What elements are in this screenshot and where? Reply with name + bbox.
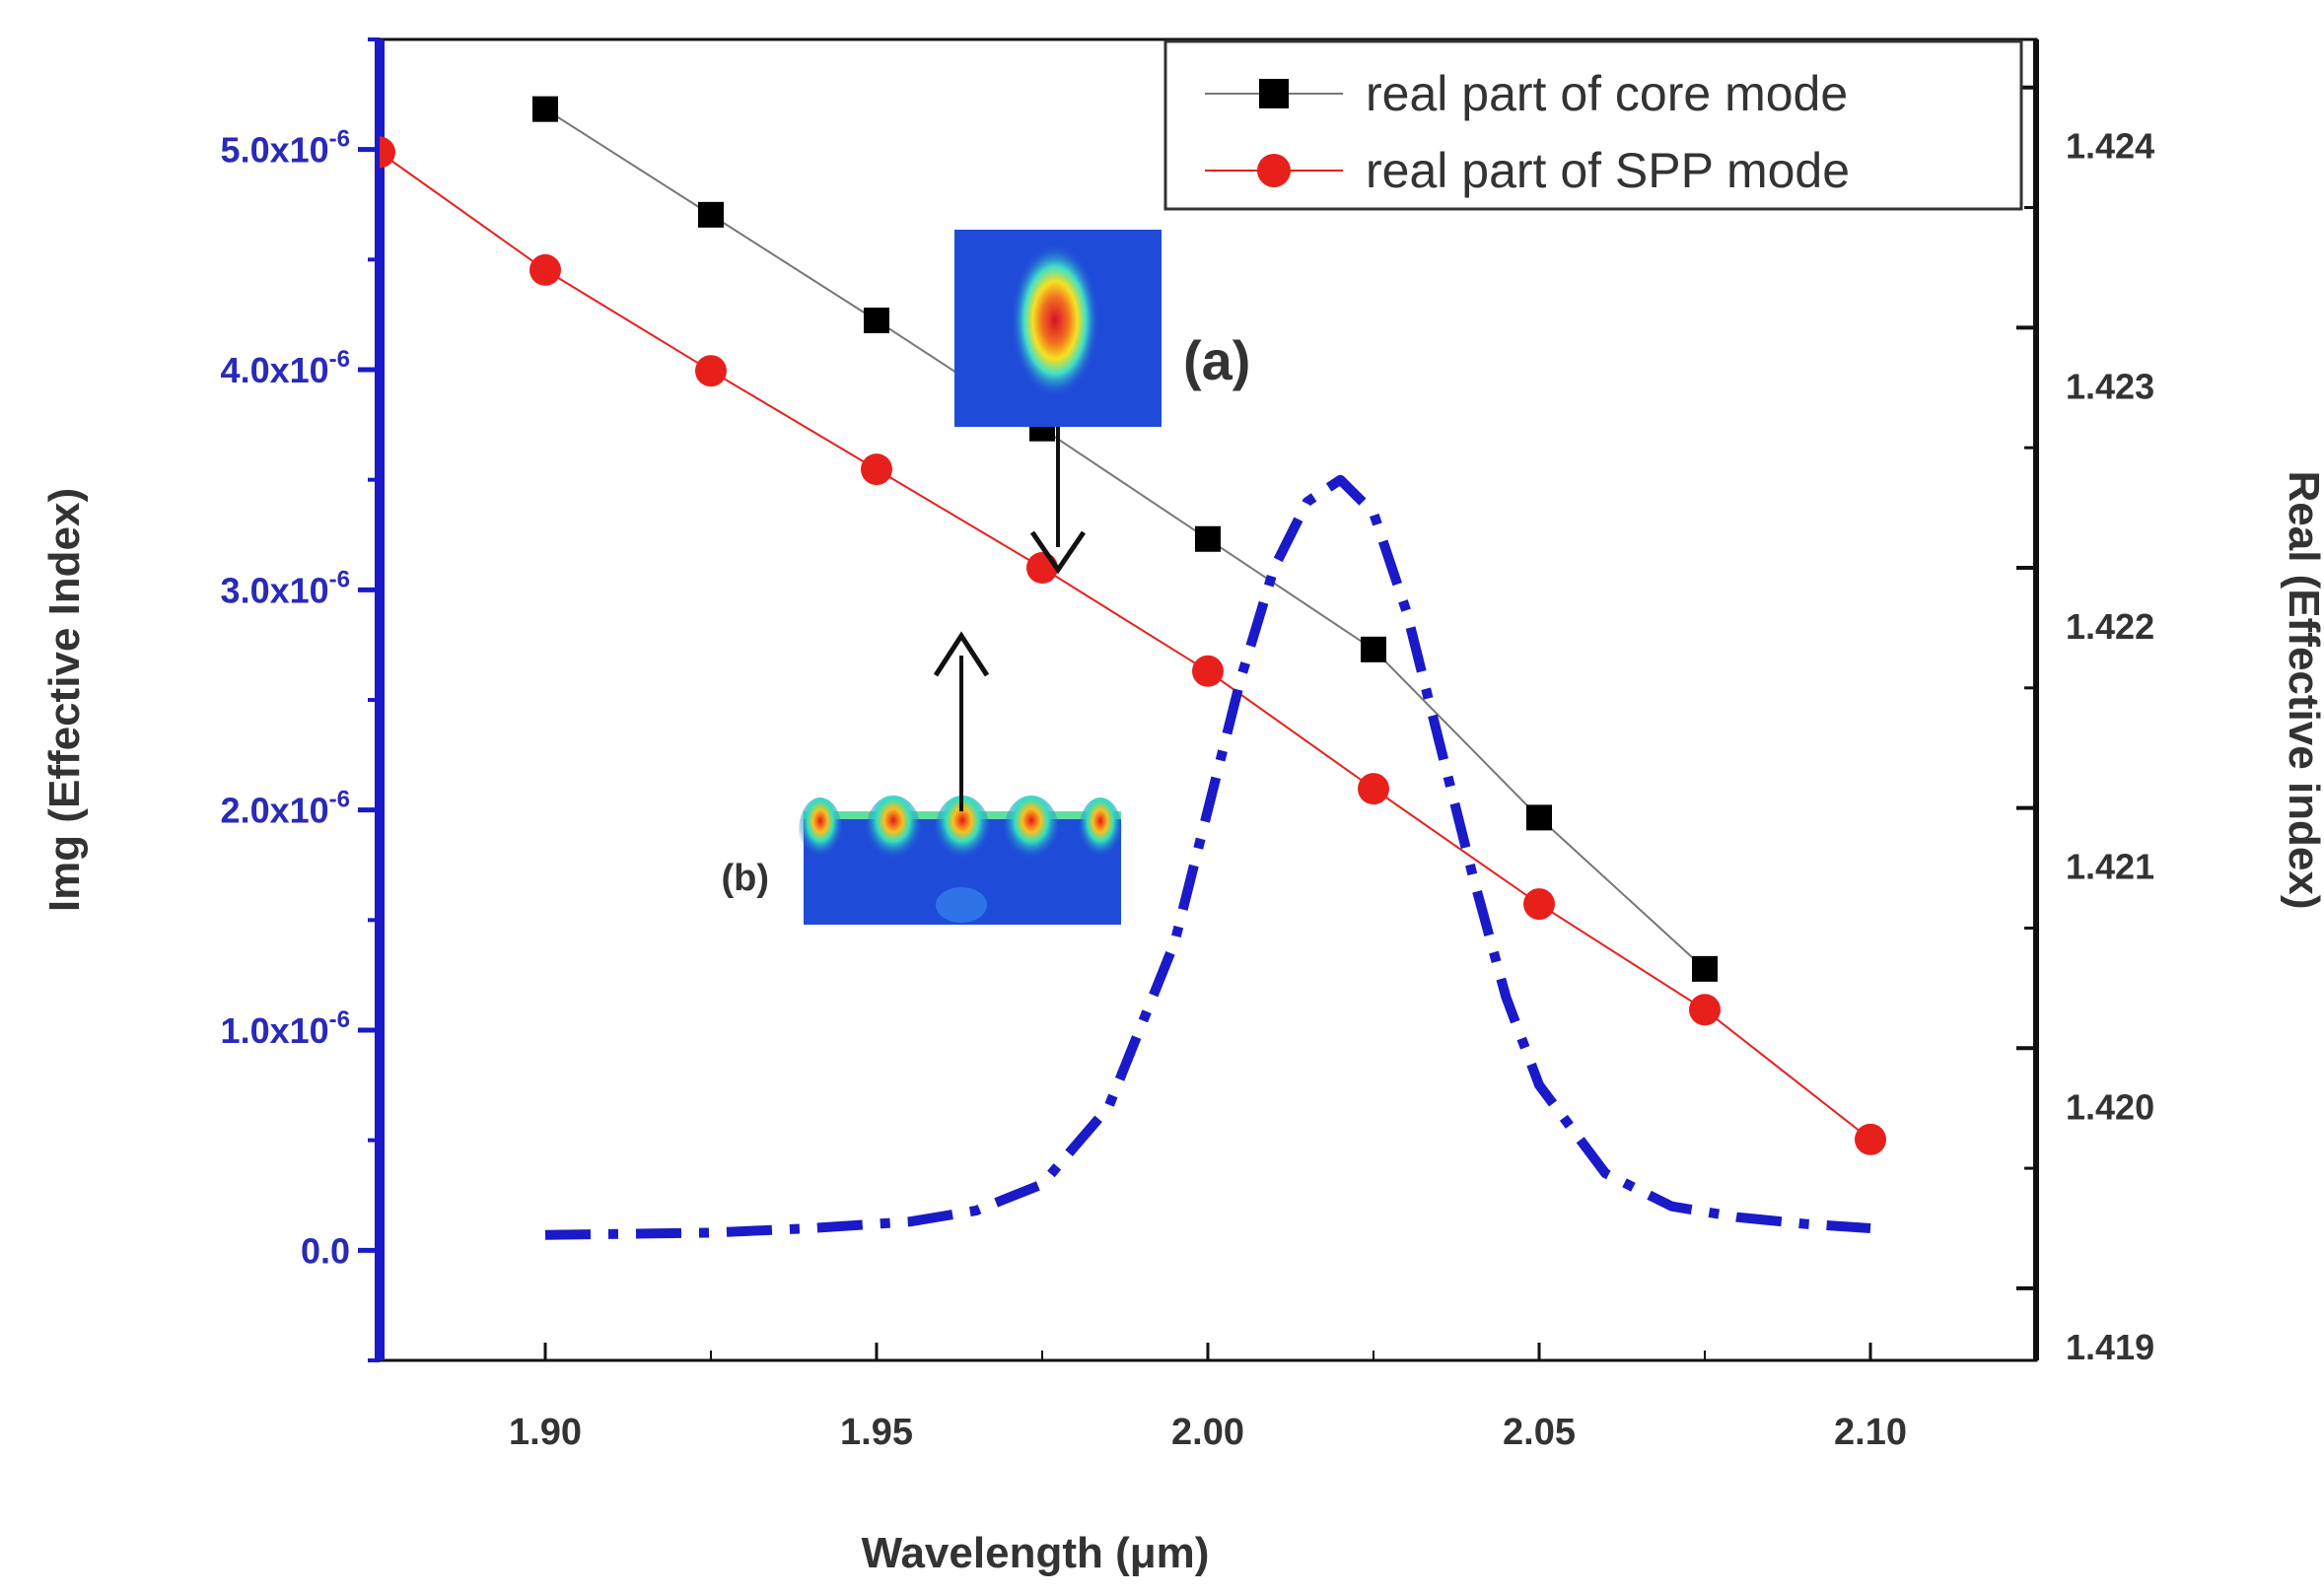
inset-b-hotspot bbox=[1004, 796, 1059, 867]
right-tick-label: 1.421 bbox=[2066, 847, 2154, 887]
left-tick-label: 5.0x10-6 bbox=[221, 126, 350, 171]
img-effective-index-curve bbox=[544, 474, 1871, 1240]
x-tick-label: 1.95 bbox=[840, 1412, 913, 1453]
x-tick-label: 2.05 bbox=[1503, 1412, 1576, 1453]
right-tick-label: 1.424 bbox=[2066, 126, 2154, 167]
spp-mode-point bbox=[1192, 655, 1224, 687]
core-mode-point bbox=[1692, 955, 1718, 982]
spp-mode-point bbox=[1523, 888, 1555, 921]
left-tick-label: 2.0x10-6 bbox=[221, 787, 350, 831]
inset-b-glow bbox=[936, 887, 987, 923]
spp-mode-point bbox=[695, 355, 727, 387]
left-tick-label: 4.0x10-6 bbox=[221, 346, 350, 390]
spp-mode-line bbox=[380, 151, 1871, 1141]
x-tick-label: 2.00 bbox=[1171, 1412, 1244, 1453]
inset-a-arrowhead bbox=[1029, 530, 1087, 575]
core-mode-point bbox=[532, 96, 558, 122]
core-mode-point bbox=[1526, 804, 1552, 831]
left-tick-label: 1.0x10-6 bbox=[221, 1006, 350, 1051]
series-layer bbox=[380, 96, 1886, 1240]
spp-mode-point bbox=[1026, 552, 1058, 584]
inset-a-hotspot bbox=[1011, 243, 1099, 397]
legend-core-label: real part of core mode bbox=[1366, 66, 1848, 121]
core-mode-point bbox=[1361, 636, 1386, 662]
right-tick-label: 1.423 bbox=[2066, 366, 2154, 406]
spp-mode-point bbox=[529, 253, 561, 286]
core-mode-point bbox=[864, 308, 889, 334]
right-tick-label: 1.422 bbox=[2066, 606, 2154, 647]
left-tick-label: 3.0x10-6 bbox=[221, 566, 350, 610]
core-mode-point bbox=[698, 201, 724, 228]
inset-b-hotspot bbox=[799, 798, 842, 865]
inset-b-label: (b) bbox=[721, 858, 769, 899]
x-axis-ticks: 1.90 1.95 2.00 2.05 2.10 bbox=[509, 1343, 1907, 1453]
spp-mode-point bbox=[861, 453, 892, 486]
right-axis-title: Real (Effective index) bbox=[2280, 470, 2324, 909]
legend-spp-marker bbox=[1257, 154, 1291, 187]
legend-box bbox=[1163, 39, 2023, 211]
legend-spp-label: real part of SPP mode bbox=[1366, 143, 1850, 198]
legend: real part of core mode real part of SPP … bbox=[1163, 39, 2023, 211]
left-axis-ticks: 0.0 1.0x10-6 2.0x10-6 3.0x10-6 4.0x10-6 5.0x1… bbox=[221, 37, 380, 1362]
legend-core-marker bbox=[1259, 79, 1289, 108]
x-tick-label: 2.10 bbox=[1834, 1412, 1907, 1453]
right-axis-ticks: 1.419 1.420 1.421 1.422 1.423 1.424 bbox=[2016, 85, 2154, 1367]
inset-a-label: (a) bbox=[1183, 329, 1250, 391]
right-tick-label: 1.420 bbox=[2066, 1086, 2154, 1127]
inset-b: (b) bbox=[721, 631, 1122, 925]
inset-b-hotspot bbox=[1079, 798, 1122, 865]
inset-a: (a) bbox=[954, 230, 1250, 575]
inset-b-hotspot bbox=[866, 796, 921, 867]
inset-b-hotspot bbox=[935, 796, 990, 867]
plot-frame bbox=[378, 37, 2038, 1362]
x-tick-label: 1.90 bbox=[509, 1412, 582, 1453]
right-tick-label: 1.419 bbox=[2066, 1327, 2154, 1367]
spp-mode-point bbox=[1855, 1123, 1886, 1155]
spp-mode-point bbox=[1358, 773, 1389, 805]
spp-mode-point bbox=[380, 136, 395, 169]
inset-b-arrowhead bbox=[933, 631, 990, 677]
core-mode-point bbox=[1195, 525, 1221, 552]
core-mode-line bbox=[544, 107, 1706, 970]
left-axis-title: Img (Effective Index) bbox=[40, 488, 89, 912]
x-axis-title: Wavelength (μm) bbox=[862, 1529, 1210, 1577]
left-tick-label: 0.0 bbox=[301, 1230, 350, 1271]
spp-mode-point bbox=[1689, 994, 1721, 1026]
